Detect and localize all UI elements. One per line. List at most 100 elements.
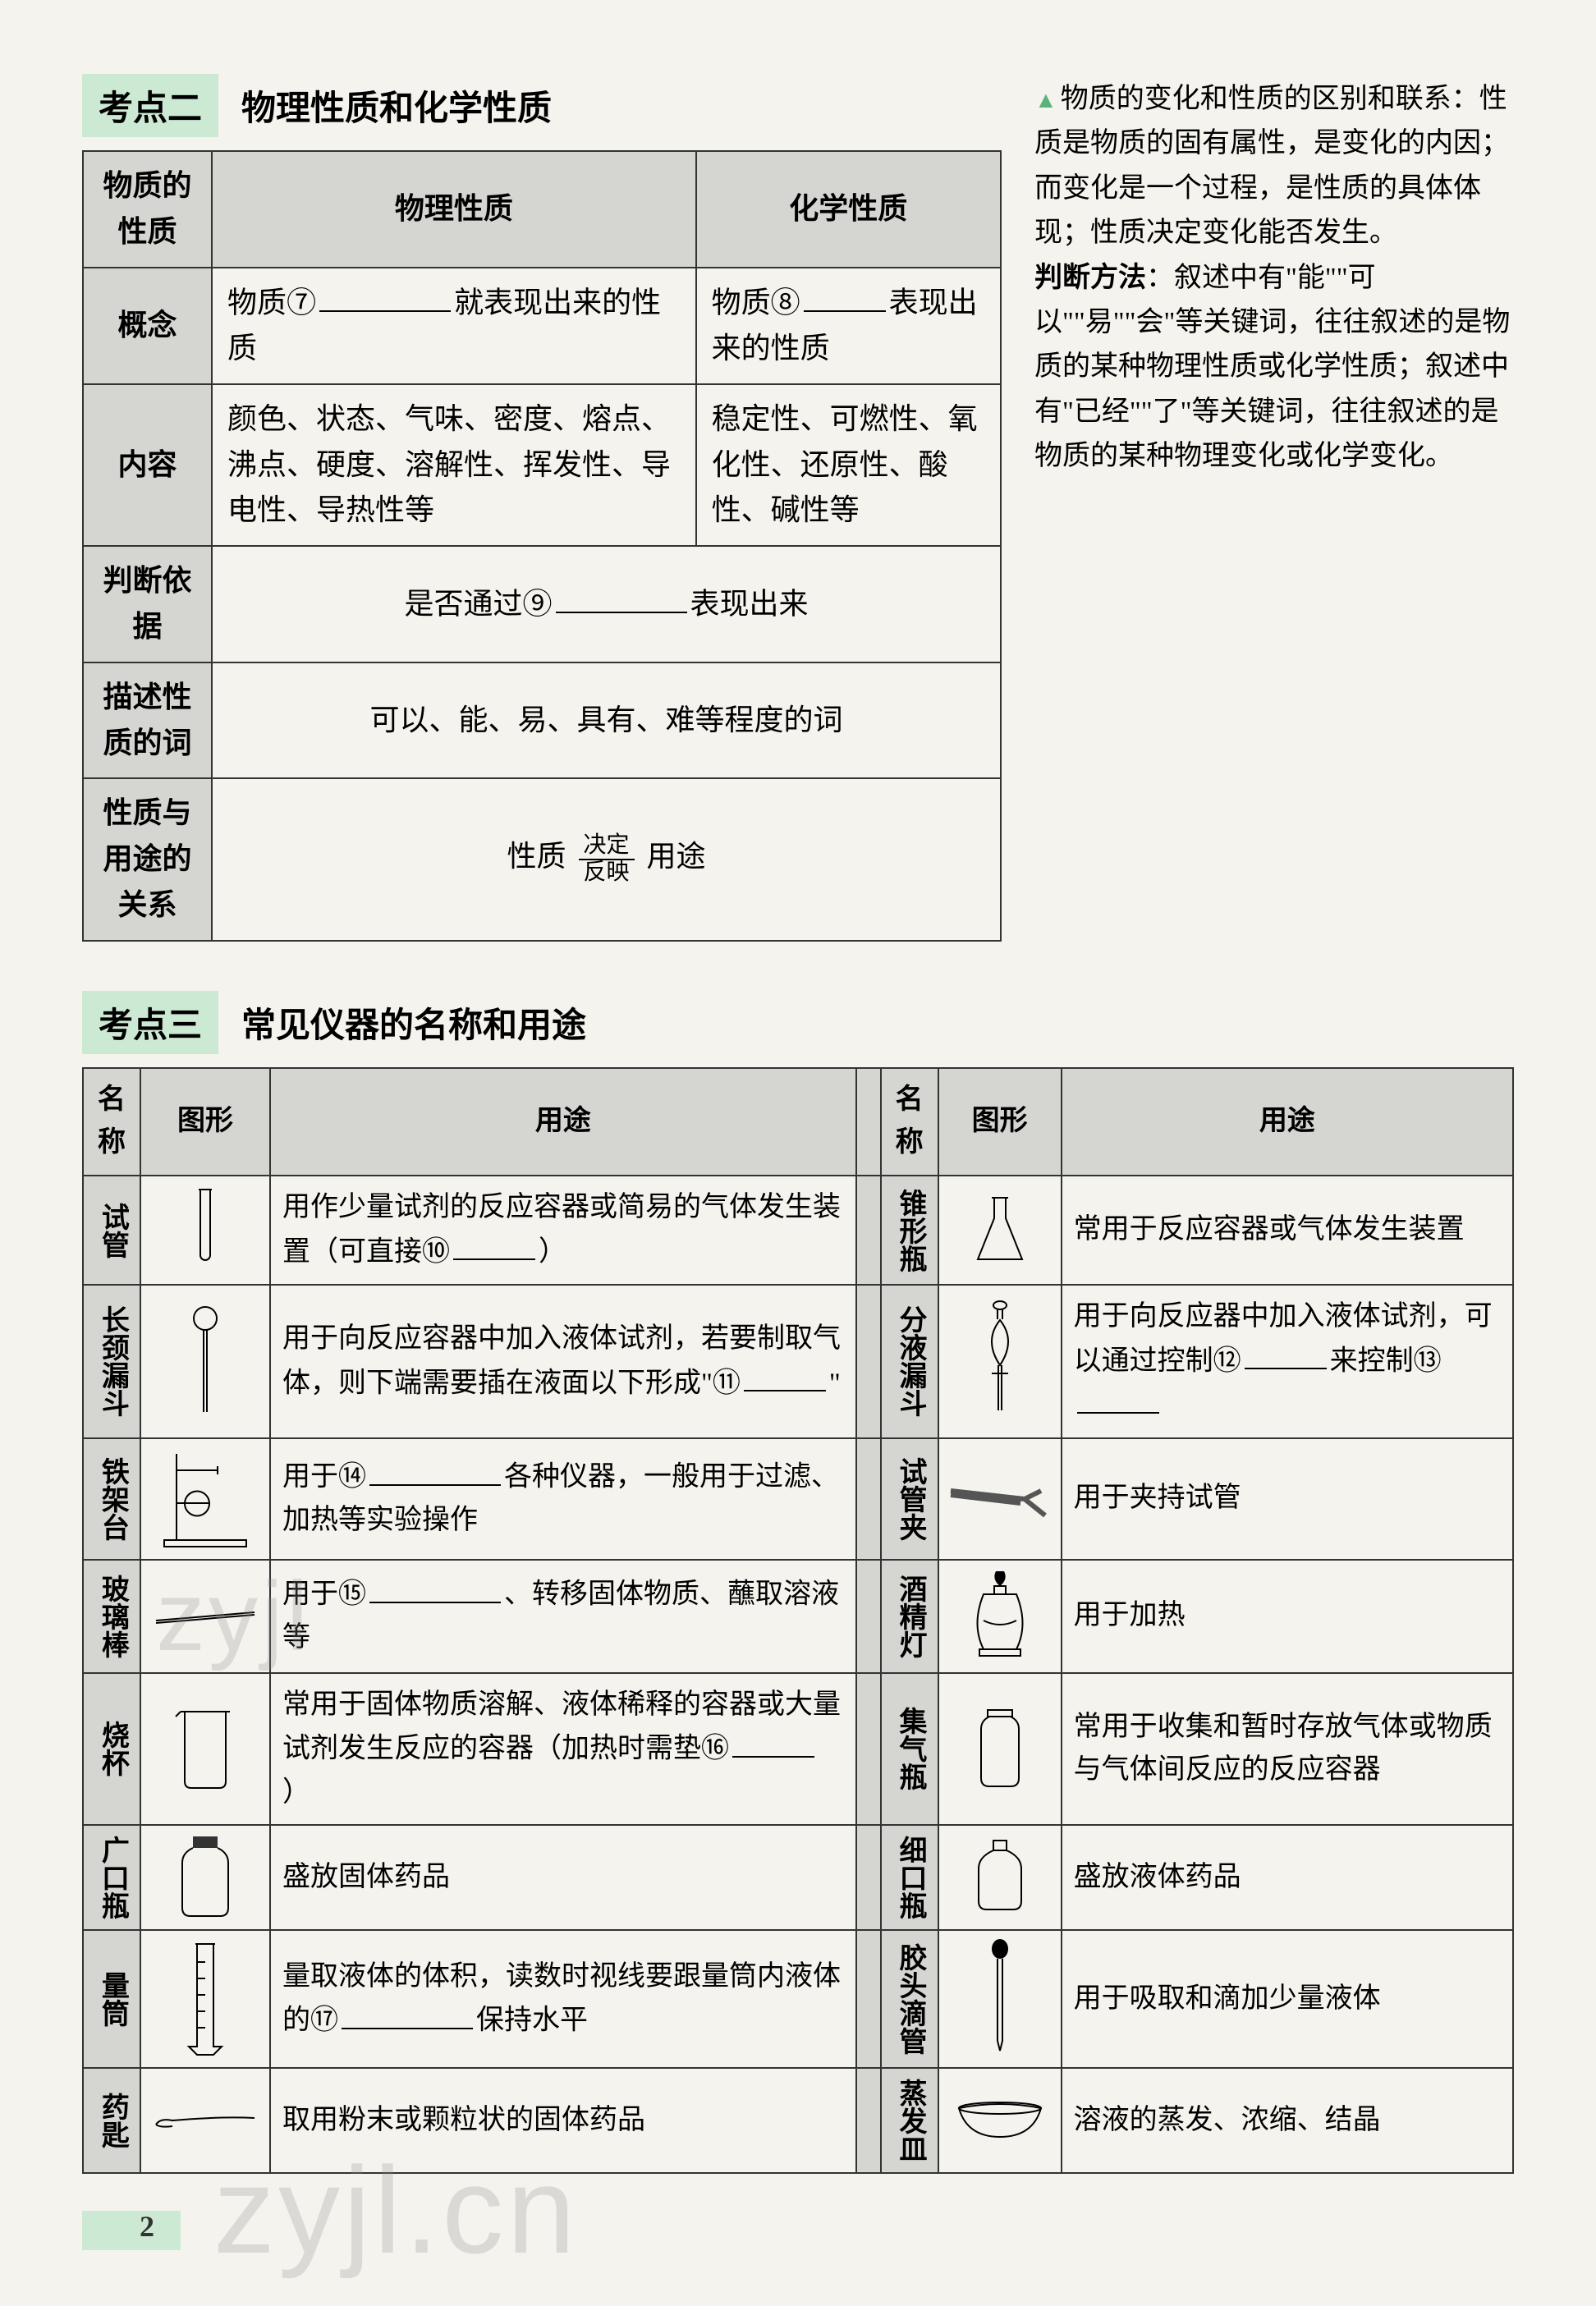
evaporating-dish-icon <box>938 2068 1062 2173</box>
triangle-icon: ▲ <box>1034 88 1057 113</box>
section-2-row: 考点二 物理性质和化学性质 物质的性质 物理性质 化学性质 概念 物质⑦就表现出… <box>82 74 1514 942</box>
t2-row-2: 铁架台 用于⑭各种仪器，一般用于过滤、加热等实验操作 试管夹 用于夹持试管 <box>83 1438 1513 1560</box>
t2-r4-luse: 常用于固体物质溶解、液体稀释的容器或大量试剂发生反应的容器（加热时需垫⑯） <box>270 1673 856 1825</box>
blank-7[interactable] <box>319 280 451 313</box>
t1-r1-label: 内容 <box>83 384 212 546</box>
t2-row-4: 烧杯 常用于固体物质溶解、液体稀释的容器或大量试剂发生反应的容器（加热时需垫⑯）… <box>83 1673 1513 1825</box>
blank-8[interactable] <box>804 280 886 313</box>
t2-r3-luse: 用于⑮、转移固体物质、蘸取溶液等 <box>270 1560 856 1673</box>
txt: 表现出来 <box>690 587 809 620</box>
txt: 是否通过 <box>405 587 523 620</box>
num: ⑰ <box>310 2006 338 2036</box>
graduated-cylinder-icon <box>140 1930 270 2068</box>
t1-r0-label: 概念 <box>83 268 212 384</box>
page-number: 2 <box>140 2209 154 2244</box>
t2-r2-rname: 试管夹 <box>881 1438 938 1560</box>
txt: 性质 <box>507 840 566 873</box>
t2-h4: 图形 <box>938 1068 1062 1176</box>
t2-row-1: 长颈漏斗 用于向反应容器中加入液体试剂，若要制取气体，则下端需要插在液面以下形成… <box>83 1285 1513 1438</box>
t1-r0-right: 物质⑧表现出来的性质 <box>696 268 1001 384</box>
t2-r5-lname: 广口瓶 <box>83 1825 140 1930</box>
t2-r6-lname: 量筒 <box>83 1930 140 2068</box>
erlenmeyer-flask-icon <box>938 1176 1062 1285</box>
section-2-left: 考点二 物理性质和化学性质 物质的性质 物理性质 化学性质 概念 物质⑦就表现出… <box>82 74 1002 942</box>
t2-row-7: 药匙 取用粉末或颗粒状的固体药品 蒸发皿 溶液的蒸发、浓缩、结晶 <box>83 2068 1513 2173</box>
tube-holder-icon <box>938 1438 1062 1560</box>
frac-bot: 反映 <box>579 860 635 886</box>
note-p2-label: 判断方法 <box>1034 263 1146 293</box>
t2-h1: 图形 <box>140 1068 270 1176</box>
t2-r2-ruse: 用于夹持试管 <box>1062 1438 1513 1560</box>
txt: ） <box>282 1777 310 1808</box>
t2-r7-rname: 蒸发皿 <box>881 2068 938 2173</box>
t1-r0-left: 物质⑦就表现出来的性质 <box>212 268 696 384</box>
note-p1: 物质的变化和性质的区别和联系：性质是物质的固有属性，是变化的内因；而变化是一个过… <box>1034 84 1509 248</box>
table-section-2: 物质的性质 物理性质 化学性质 概念 物质⑦就表现出来的性质 物质⑧表现出来的性… <box>82 150 1002 942</box>
txt: ） <box>539 1236 566 1267</box>
t1-h2: 化学性质 <box>696 151 1001 268</box>
t2-h3: 名称 <box>881 1068 938 1176</box>
blank-11[interactable] <box>744 1361 826 1391</box>
t2-r3-rname: 酒精灯 <box>881 1560 938 1673</box>
blank-15[interactable] <box>369 1572 501 1602</box>
note-p2: ：叙述中有"能""可以""易""会"等关键词，往往叙述的是物质的某种物理性质或化… <box>1034 263 1510 472</box>
t2-r7-lname: 药匙 <box>83 2068 140 2173</box>
num: ⑮ <box>338 1579 366 1610</box>
iron-stand-icon <box>140 1438 270 1560</box>
t2-h5: 用途 <box>1062 1068 1513 1176</box>
blank-16[interactable] <box>732 1726 814 1757</box>
blank-10[interactable] <box>453 1230 535 1260</box>
t1-r1-left: 颜色、状态、气味、密度、熔点、沸点、硬度、溶解性、挥发性、导电性、导热性等 <box>212 384 696 546</box>
blank-12[interactable] <box>1245 1339 1327 1369</box>
dropper-icon <box>938 1930 1062 2068</box>
test-tube-icon <box>140 1176 270 1285</box>
num: ⑭ <box>338 1462 366 1492</box>
t2-r3-lname: 玻璃棒 <box>83 1560 140 1673</box>
t2-r1-luse: 用于向反应容器中加入液体试剂，若要制取气体，则下端需要插在液面以下形成"⑪" <box>270 1285 856 1438</box>
t1-r3-label: 描述性质的词 <box>83 662 212 779</box>
section-3-title: 常见仪器的名称和用途 <box>241 997 586 1048</box>
blank-13[interactable] <box>1077 1383 1159 1414</box>
t2-row-0: 试管 用作少量试剂的反应容器或简易的气体发生装置（可直接⑩） 锥形瓶 常用于反应… <box>83 1176 1513 1285</box>
blank-14[interactable] <box>369 1455 501 1485</box>
wide-mouth-bottle-icon <box>140 1825 270 1930</box>
blank-9-num: ⑨ <box>523 587 553 620</box>
long-neck-funnel-icon <box>140 1285 270 1438</box>
section-2-title: 物理性质和化学性质 <box>241 80 552 131</box>
num: ⑯ <box>701 1734 729 1764</box>
blank-17[interactable] <box>342 1998 473 2029</box>
glass-rod-icon <box>140 1560 270 1673</box>
t1-h1: 物理性质 <box>212 151 696 268</box>
t1-r3-merged: 可以、能、易、具有、难等程度的词 <box>212 662 1001 779</box>
t2-r0-luse: 用作少量试剂的反应容器或简易的气体发生装置（可直接⑩） <box>270 1176 856 1285</box>
t2-h2: 用途 <box>270 1068 856 1176</box>
num: ⑪ <box>713 1368 741 1398</box>
t1-r4-label: 性质与用途的关系 <box>83 778 212 940</box>
frac-top: 决定 <box>579 833 635 860</box>
t2-r0-rname: 锥形瓶 <box>881 1176 938 1285</box>
t1-r2-merged: 是否通过⑨ 表现出来 <box>212 546 1001 662</box>
txt: 用途 <box>647 840 706 873</box>
t2-r4-rname: 集气瓶 <box>881 1673 938 1825</box>
t1-r2-label: 判断依据 <box>83 546 212 662</box>
t2-r5-rname: 细口瓶 <box>881 1825 938 1930</box>
txt: 保持水平 <box>476 2006 588 2036</box>
num: ⑫ <box>1213 1346 1241 1376</box>
t2-r7-luse: 取用粉末或颗粒状的固体药品 <box>270 2068 856 2173</box>
t2-r1-lname: 长颈漏斗 <box>83 1285 140 1438</box>
t2-row-3: 玻璃棒 用于⑮、转移固体物质、蘸取溶液等 酒精灯 用于加热 <box>83 1560 1513 1673</box>
t2-r1-ruse: 用于向反应器中加入液体试剂，可以通过控制⑫来控制⑬ <box>1062 1285 1513 1438</box>
t1-r4-merged: 性质 决定 反映 用途 <box>212 778 1001 940</box>
t2-r5-luse: 盛放固体药品 <box>270 1825 856 1930</box>
gas-collecting-bottle-icon <box>938 1673 1062 1825</box>
t2-r7-ruse: 溶液的蒸发、浓缩、结晶 <box>1062 2068 1513 2173</box>
blank-9[interactable] <box>556 581 687 614</box>
separating-funnel-icon <box>938 1285 1062 1438</box>
t2-r4-ruse: 常用于收集和暂时存放气体或物质与气体间反应的反应容器 <box>1062 1673 1513 1825</box>
blank-8-num: ⑧ <box>771 286 800 319</box>
table-section-3: 名称 图形 用途 名称 图形 用途 试管 用作少量试剂的反应容器或简易的气体发生… <box>82 1067 1514 2174</box>
t2-r6-ruse: 用于吸取和滴加少量液体 <box>1062 1930 1513 2068</box>
t2-r6-rname: 胶头滴管 <box>881 1930 938 2068</box>
blank-7-num: ⑦ <box>287 286 316 319</box>
t1-r1-right: 稳定性、可燃性、氧化性、还原性、酸性、碱性等 <box>696 384 1001 546</box>
